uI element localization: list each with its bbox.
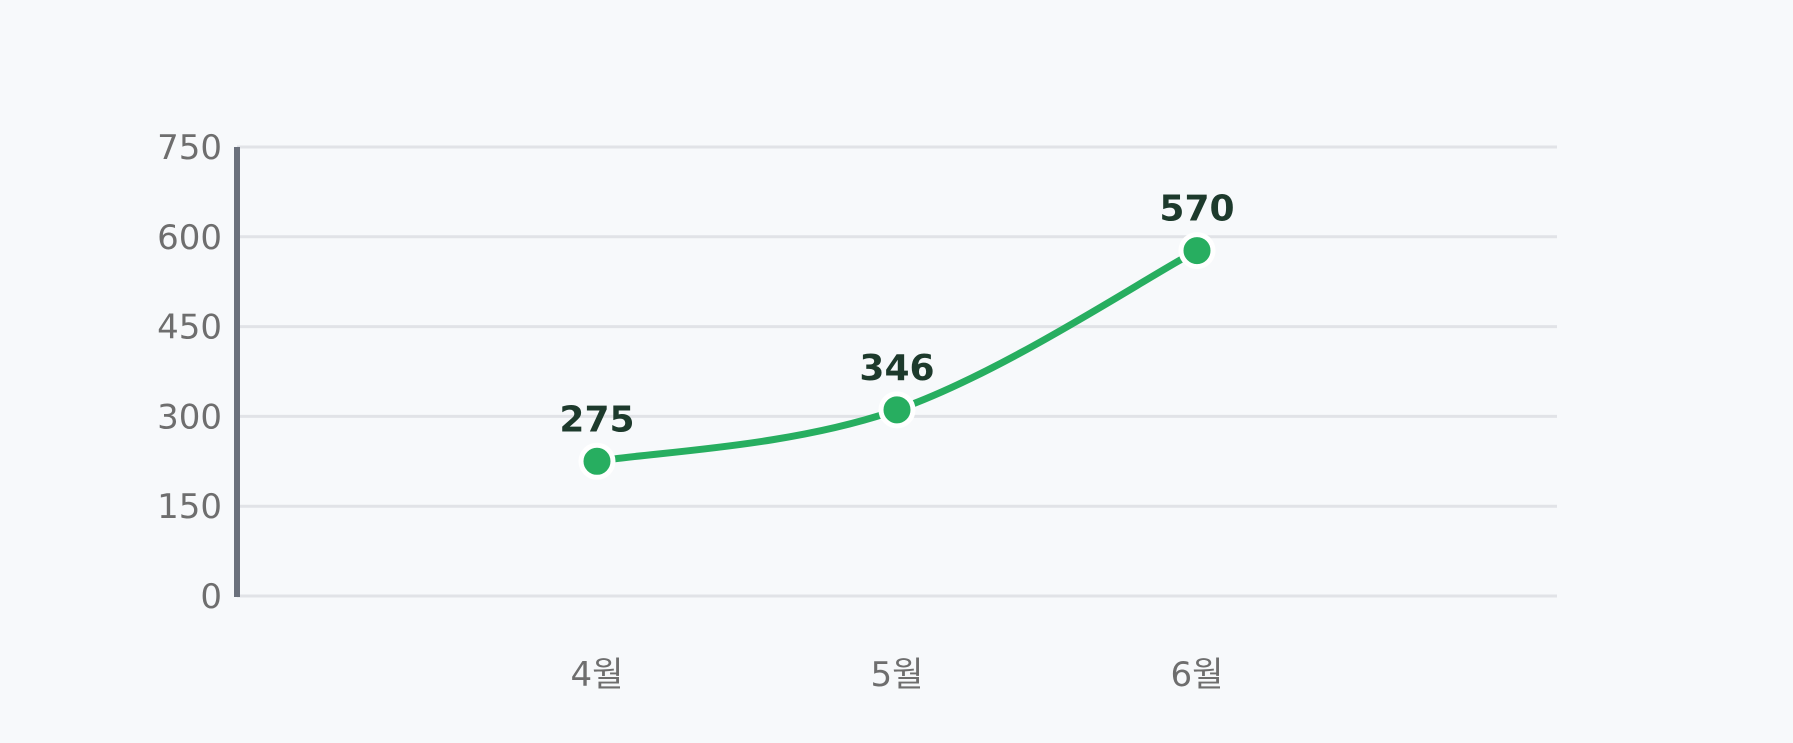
y-tick-label: 750 bbox=[157, 128, 222, 168]
x-tick-label: 4월 bbox=[571, 655, 624, 695]
x-axis-ticks: 4월 5월 6월 bbox=[571, 655, 1224, 695]
y-tick-label: 300 bbox=[157, 397, 222, 437]
y-tick-label: 450 bbox=[157, 308, 222, 348]
series-group bbox=[578, 232, 1216, 480]
x-tick-label: 6월 bbox=[1171, 655, 1224, 695]
y-tick-label: 150 bbox=[157, 487, 222, 527]
data-point[interactable] bbox=[878, 391, 916, 429]
y-axis-ticks: 0 150 300 450 600 750 bbox=[157, 128, 222, 617]
data-point[interactable] bbox=[578, 442, 616, 480]
data-label: 570 bbox=[1159, 189, 1234, 230]
y-tick-label: 600 bbox=[157, 218, 222, 258]
data-labels: 275 346 570 bbox=[559, 189, 1234, 441]
data-point[interactable] bbox=[1178, 232, 1216, 270]
x-tick-label: 5월 bbox=[871, 655, 924, 695]
data-label: 346 bbox=[859, 348, 934, 389]
data-label: 275 bbox=[559, 399, 634, 440]
y-tick-label: 0 bbox=[200, 577, 222, 617]
